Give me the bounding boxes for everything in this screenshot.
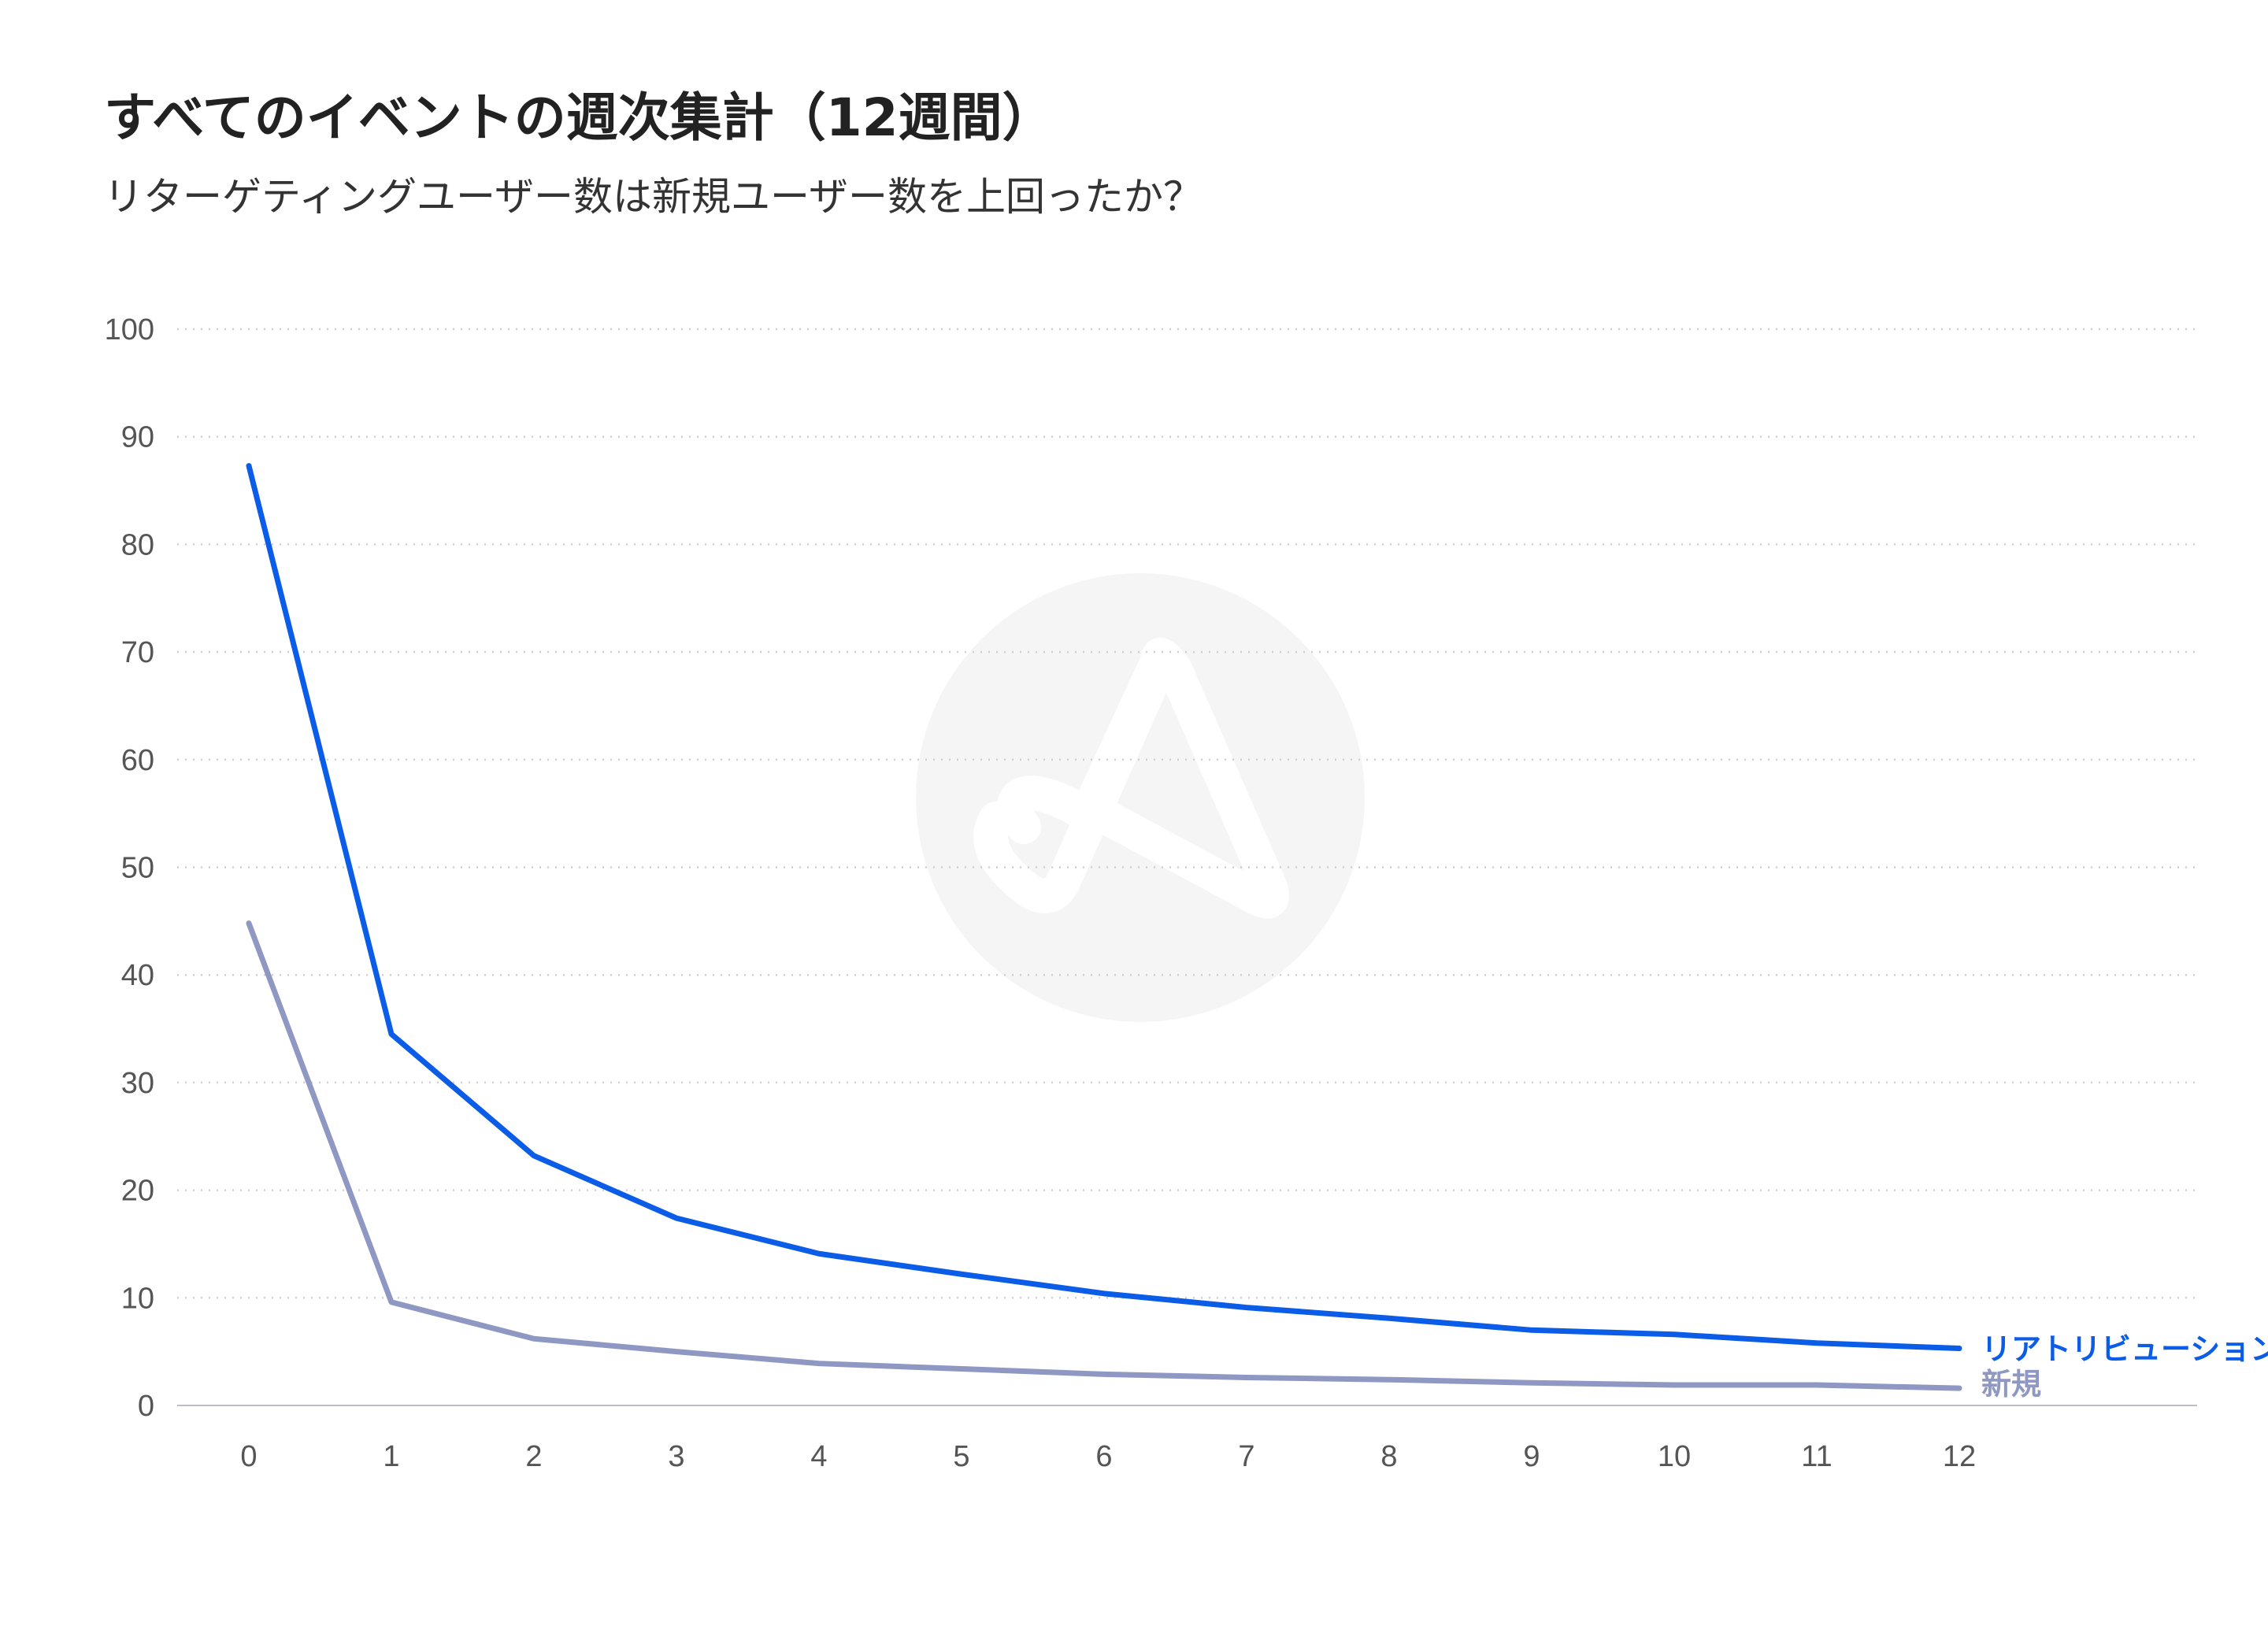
y-tick-label: 80 bbox=[121, 528, 154, 561]
chart-subtitle: リターゲティングユーザー数は新規ユーザー数を上回ったか？ bbox=[104, 174, 1203, 220]
y-tick-label: 60 bbox=[121, 744, 154, 777]
x-tick-label: 1 bbox=[383, 1440, 399, 1473]
y-tick-label: 40 bbox=[121, 959, 154, 992]
y-tick-label: 20 bbox=[121, 1175, 154, 1208]
x-tick-label: 4 bbox=[810, 1440, 827, 1473]
series-line bbox=[246, 463, 1962, 1352]
y-tick-label: 50 bbox=[121, 852, 154, 885]
x-tick-label: 2 bbox=[525, 1440, 542, 1473]
x-tick-label: 10 bbox=[1658, 1440, 1691, 1473]
y-axis-ticks: 0 10 20 30 40 50 60 70 80 90 100 bbox=[105, 313, 154, 1423]
x-tick-label: 11 bbox=[1801, 1440, 1832, 1473]
x-tick-label: 7 bbox=[1238, 1440, 1254, 1473]
y-tick-label: 100 bbox=[105, 313, 154, 346]
x-tick-label: 8 bbox=[1380, 1440, 1397, 1473]
y-tick-label: 90 bbox=[121, 421, 154, 454]
series-label: 新規 bbox=[1981, 1367, 2041, 1402]
x-tick-label: 6 bbox=[1095, 1440, 1112, 1473]
watermark-logo bbox=[916, 573, 1365, 1022]
series-lines bbox=[246, 463, 1962, 1391]
y-tick-label: 70 bbox=[121, 636, 154, 669]
x-tick-label: 3 bbox=[668, 1440, 684, 1473]
series-line bbox=[246, 920, 1962, 1391]
x-tick-label: 0 bbox=[240, 1440, 257, 1473]
x-tick-label: 9 bbox=[1523, 1440, 1540, 1473]
y-tick-label: 30 bbox=[121, 1067, 154, 1100]
y-tick-label: 10 bbox=[121, 1282, 154, 1315]
series-label: リアトリビューション bbox=[1981, 1332, 2268, 1367]
chart-title: すべてのイベントの週次集計（12週間） bbox=[104, 87, 1054, 148]
x-tick-label: 5 bbox=[953, 1440, 969, 1473]
x-tick-label: 12 bbox=[1943, 1440, 1976, 1473]
y-tick-label: 0 bbox=[138, 1390, 154, 1423]
x-axis-ticks: 0 1 2 3 4 5 6 7 8 9 10 11 12 bbox=[240, 1440, 1976, 1473]
